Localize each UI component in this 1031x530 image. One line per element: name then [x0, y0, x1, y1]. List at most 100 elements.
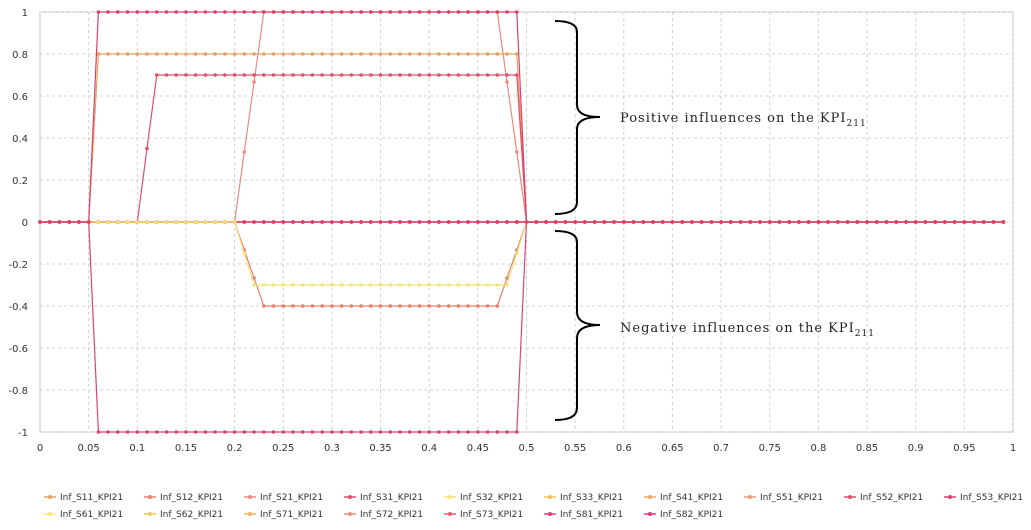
- data-point: [330, 283, 334, 287]
- data-point: [194, 430, 198, 434]
- legend-swatch-marker: [148, 512, 152, 516]
- data-point: [924, 220, 928, 224]
- data-point: [194, 10, 198, 14]
- data-point: [534, 220, 538, 224]
- legend-item: Inf_S21_KPI21: [244, 493, 323, 503]
- legend-item: Inf_S81_KPI21: [544, 510, 623, 520]
- data-point: [174, 52, 178, 56]
- legend-swatch-marker: [448, 495, 452, 499]
- data-point: [515, 52, 519, 56]
- x-tick-label: 0.1: [129, 443, 145, 454]
- data-point: [291, 220, 295, 224]
- legend-swatch-marker: [348, 512, 352, 516]
- legend-label: Inf_S71_KPI21: [260, 510, 323, 520]
- data-point: [398, 430, 402, 434]
- legend-item: Inf_S61_KPI21: [44, 510, 123, 520]
- legend-label: Inf_S53_KPI21: [960, 493, 1023, 503]
- data-point: [106, 10, 110, 14]
- data-point: [87, 220, 91, 224]
- data-point: [223, 220, 227, 224]
- legend-swatch-marker: [348, 495, 352, 499]
- data-point: [437, 430, 441, 434]
- data-point: [233, 220, 237, 224]
- data-point: [496, 52, 500, 56]
- data-point: [427, 10, 431, 14]
- legend-item: Inf_S33_KPI21: [544, 493, 623, 503]
- data-point: [398, 220, 402, 224]
- data-point: [136, 220, 140, 224]
- data-point: [311, 283, 315, 287]
- data-point: [457, 10, 461, 14]
- data-point: [320, 10, 324, 14]
- legend-item: Inf_S11_KPI21: [44, 493, 123, 503]
- data-point: [252, 283, 256, 287]
- data-point: [389, 10, 393, 14]
- data-point: [982, 220, 986, 224]
- x-tick-label: 1: [1010, 443, 1016, 454]
- data-point: [350, 52, 354, 56]
- data-point: [379, 52, 383, 56]
- legend-label: Inf_S32_KPI21: [460, 493, 523, 503]
- data-point: [505, 430, 509, 434]
- legend-swatch-marker: [548, 512, 552, 516]
- data-point: [194, 73, 198, 77]
- data-point: [496, 73, 500, 77]
- legend-swatch-marker: [248, 495, 252, 499]
- data-point: [145, 52, 149, 56]
- data-point: [437, 52, 441, 56]
- data-point: [758, 220, 762, 224]
- data-point: [427, 430, 431, 434]
- data-point: [359, 430, 363, 434]
- data-point: [525, 220, 529, 224]
- data-point: [116, 430, 120, 434]
- data-point: [301, 283, 305, 287]
- data-point: [330, 52, 334, 56]
- data-point: [389, 430, 393, 434]
- data-point: [116, 10, 120, 14]
- data-point: [379, 283, 383, 287]
- data-point: [359, 304, 363, 308]
- y-tick-label: 0.4: [12, 134, 28, 145]
- data-point: [496, 10, 500, 14]
- data-point: [447, 220, 451, 224]
- legend-swatch-marker: [48, 495, 52, 499]
- data-point: [262, 283, 266, 287]
- data-point: [389, 283, 393, 287]
- data-point: [437, 220, 441, 224]
- data-point: [77, 220, 81, 224]
- data-point: [340, 283, 344, 287]
- data-point: [807, 220, 811, 224]
- legend-item: Inf_S51_KPI21: [744, 493, 823, 503]
- data-point: [447, 10, 451, 14]
- data-point: [145, 220, 149, 224]
- data-point: [787, 220, 791, 224]
- x-tick-label: 0.3: [324, 443, 340, 454]
- data-point: [457, 220, 461, 224]
- data-point: [573, 220, 577, 224]
- data-point: [398, 52, 402, 56]
- x-tick-label: 0.15: [175, 443, 197, 454]
- x-tick-label: 0.2: [227, 443, 243, 454]
- data-point: [223, 430, 227, 434]
- data-point: [213, 430, 217, 434]
- data-point: [856, 220, 860, 224]
- y-tick-label: 0.8: [12, 50, 28, 61]
- legend-swatch-marker: [748, 495, 752, 499]
- data-point: [136, 430, 140, 434]
- data-point: [272, 304, 276, 308]
- data-point: [291, 52, 295, 56]
- data-point: [369, 220, 373, 224]
- data-point: [564, 220, 568, 224]
- data-point: [651, 220, 655, 224]
- data-point: [369, 10, 373, 14]
- data-point: [340, 10, 344, 14]
- data-point: [408, 52, 412, 56]
- data-point: [953, 220, 957, 224]
- data-point: [661, 220, 665, 224]
- data-point: [680, 220, 684, 224]
- x-tick-label: 0.9: [908, 443, 924, 454]
- data-point: [457, 73, 461, 77]
- data-point: [904, 220, 908, 224]
- data-point: [992, 220, 996, 224]
- data-point: [145, 147, 149, 151]
